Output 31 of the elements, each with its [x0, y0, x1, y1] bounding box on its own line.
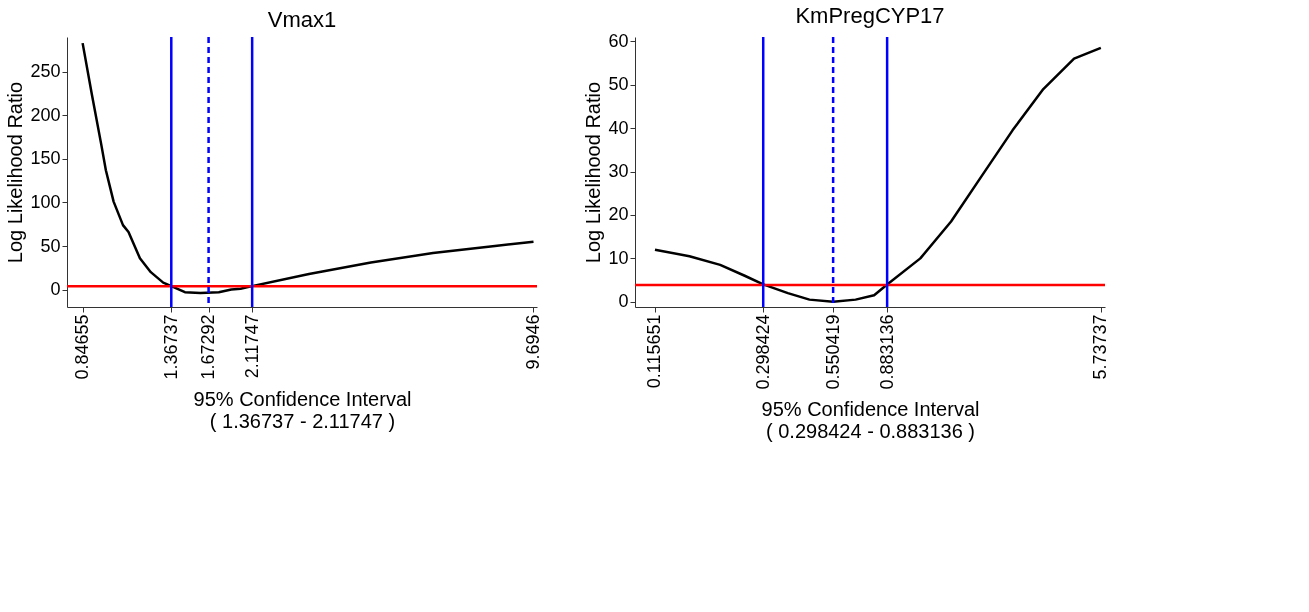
- y-tick-label: 0: [618, 291, 629, 312]
- y-tick-label: 10: [608, 247, 629, 268]
- x-tick-label: 2.11747: [241, 314, 262, 379]
- y-tick-label: 50: [608, 74, 629, 95]
- y-tick-label: 60: [608, 30, 629, 51]
- chart-title: KmPregCYP17: [795, 3, 945, 29]
- y-tick-label: 100: [30, 191, 61, 212]
- x-tick-label: 9.6946: [523, 314, 543, 370]
- y-tick-label: 250: [30, 61, 61, 82]
- x-tick-label: 0.115651: [644, 314, 665, 389]
- x-tick-label: 0.84655: [72, 314, 93, 380]
- x-tick-label: 1.36737: [160, 314, 181, 380]
- y-tick-label: 20: [608, 204, 629, 225]
- y-tick-label: 0: [50, 279, 61, 300]
- text: ( 0.298424 - 0.883136 ): [765, 419, 976, 442]
- x-tick-label: 0.550419: [822, 314, 843, 390]
- x-tick-label: 5.73737: [1090, 314, 1111, 380]
- y-tick-label: 150: [30, 148, 61, 169]
- chart-title: Vmax1: [267, 6, 337, 32]
- x-axis-title: 95% Confidence Interval: [193, 387, 412, 410]
- y-axis-title: Log Likelihood Ratio: [4, 81, 27, 264]
- x-tick-label: 0.298424: [752, 314, 773, 390]
- y-tick-label: 30: [608, 161, 629, 182]
- x-tick-label: 0.883136: [876, 314, 897, 390]
- y-tick-label: 40: [608, 117, 629, 138]
- x-axis-title: 95% Confidence Interval: [761, 397, 980, 420]
- y-axis-title: Log Likelihood Ratio: [582, 81, 605, 264]
- y-tick-label: 200: [30, 104, 61, 125]
- x-tick-label: 1.67292: [198, 314, 219, 380]
- text: ( 1.36737 - 2.11747 ): [209, 409, 396, 432]
- y-tick-label: 50: [40, 235, 61, 256]
